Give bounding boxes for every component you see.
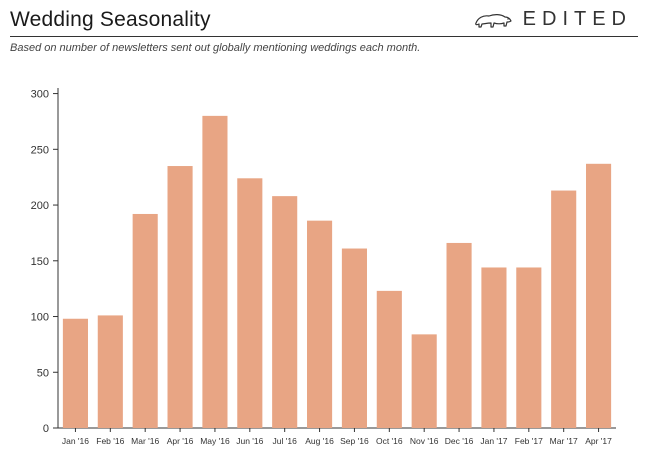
y-tick-label: 50	[37, 367, 49, 379]
x-tick-label: Feb '16	[96, 436, 124, 446]
y-tick-label: 150	[31, 256, 49, 268]
y-tick-label: 250	[31, 144, 49, 156]
x-tick-label: May '16	[200, 436, 230, 446]
bar	[132, 213, 158, 428]
chart-header: Wedding Seasonality EDITED	[10, 0, 640, 36]
bar	[341, 248, 367, 428]
x-tick-label: Apr '16	[167, 436, 194, 446]
bar	[481, 267, 507, 428]
y-tick-label: 200	[31, 200, 49, 212]
x-tick-label: Aug '16	[305, 436, 334, 446]
chart-title: Wedding Seasonality	[10, 8, 211, 31]
bar	[97, 315, 123, 428]
y-tick-label: 0	[43, 423, 49, 435]
x-tick-label: Apr '17	[585, 436, 612, 446]
bar	[237, 178, 263, 428]
bar	[446, 242, 472, 428]
bar	[202, 115, 228, 429]
bar	[376, 290, 402, 428]
bar	[551, 190, 577, 428]
bar	[516, 267, 542, 428]
x-tick-label: Oct '16	[376, 436, 403, 446]
bar	[586, 163, 612, 428]
header-divider	[10, 36, 638, 37]
bar	[411, 334, 437, 428]
polar-bear-icon	[474, 13, 512, 28]
edited-logo: EDITED	[473, 8, 632, 31]
x-tick-label: Jul '16	[273, 436, 298, 446]
x-tick-label: Jan '16	[62, 436, 89, 446]
y-tick-label: 100	[31, 312, 49, 324]
bar	[62, 318, 88, 428]
x-tick-label: Mar '17	[550, 436, 578, 446]
logo-wordmark: EDITED	[522, 8, 632, 30]
x-tick-label: Dec '16	[445, 436, 474, 446]
x-tick-label: Feb '17	[515, 436, 543, 446]
x-tick-label: Jun '16	[236, 436, 263, 446]
x-tick-label: Mar '16	[131, 436, 159, 446]
x-tick-label: Sep '16	[340, 436, 369, 446]
bar	[307, 220, 333, 428]
y-tick-label: 300	[31, 89, 49, 101]
x-tick-label: Nov '16	[410, 436, 439, 446]
chart-subtitle: Based on number of newsletters sent out …	[10, 42, 421, 54]
x-tick-label: Jan '17	[480, 436, 507, 446]
bar	[167, 166, 193, 429]
bar	[272, 196, 298, 428]
